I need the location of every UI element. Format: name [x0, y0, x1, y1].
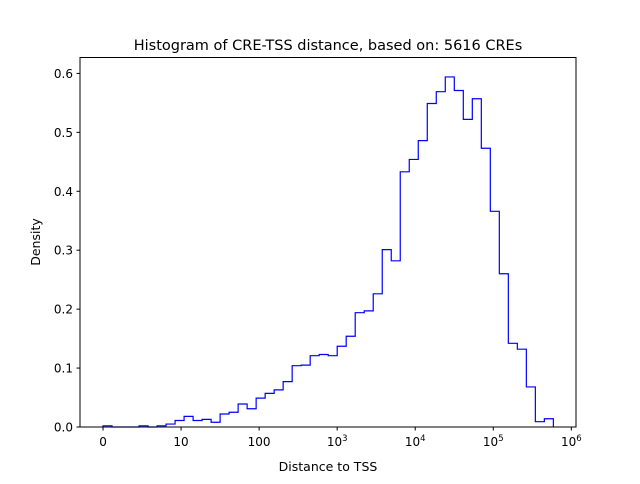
- histogram-bin: [373, 294, 382, 427]
- y-tick-label: 0.3: [54, 244, 73, 258]
- y-tick-label: 0.0: [54, 421, 73, 435]
- histogram-bin: [346, 336, 355, 427]
- histogram-bin: [391, 261, 400, 427]
- histogram-bin: [382, 250, 391, 427]
- histogram-bin: [418, 141, 427, 427]
- chart-title: Histogram of CRE-TSS distance, based on:…: [134, 38, 523, 54]
- y-tick-label: 0.6: [54, 67, 73, 81]
- y-tick-label: 0.5: [54, 126, 73, 140]
- x-axis-label: Distance to TSS: [279, 459, 378, 474]
- histogram-step-line: [102, 76, 554, 428]
- histogram-bin: [202, 419, 211, 427]
- histogram-bin: [220, 414, 229, 427]
- x-tick-label: 103: [327, 434, 348, 449]
- histogram-bin: [328, 356, 337, 427]
- histogram-bin: [310, 356, 319, 427]
- histogram-bin: [292, 366, 301, 427]
- histogram-bin: [436, 92, 445, 427]
- histogram-bin: [193, 421, 202, 427]
- x-tick-label: 0: [99, 435, 107, 449]
- histogram-bin: [508, 343, 517, 427]
- x-tick-label: 106: [561, 434, 582, 449]
- histogram-bin: [247, 409, 256, 427]
- histogram-bin: [544, 419, 553, 427]
- y-tick-label: 0.2: [54, 303, 73, 317]
- histogram-bin: [454, 91, 463, 427]
- x-tick-label: 10: [173, 435, 188, 449]
- histogram-bin: [535, 422, 544, 427]
- y-tick-label: 0.1: [54, 362, 73, 376]
- histogram-bin: [445, 77, 454, 427]
- histogram-bin: [526, 387, 535, 427]
- plot-frame: [79, 57, 577, 428]
- histogram-bin: [319, 355, 328, 427]
- histogram-bin: [265, 393, 274, 427]
- histogram-bin: [499, 274, 508, 427]
- histogram-bin: [490, 211, 499, 427]
- histogram-bin: [355, 313, 364, 427]
- histogram-bin: [211, 422, 220, 427]
- histogram-bins: [103, 77, 553, 427]
- histogram-bin: [229, 412, 238, 427]
- x-tick-label: 104: [405, 434, 426, 449]
- histogram-bin: [463, 119, 472, 427]
- histogram-bin: [481, 148, 490, 427]
- histogram-bin: [256, 398, 265, 427]
- y-axis-label: Density: [28, 218, 43, 266]
- histogram-bin: [274, 390, 283, 427]
- histogram-bin: [517, 349, 526, 427]
- histogram-bin: [283, 382, 292, 427]
- y-tick-label: 0.4: [54, 185, 73, 199]
- histogram-bin: [175, 421, 184, 427]
- histogram-bin: [301, 365, 310, 427]
- histogram-bin: [427, 103, 436, 427]
- histogram-bin: [184, 416, 193, 427]
- x-tick-label: 100: [248, 435, 271, 449]
- x-axis: 0 10 100 103 104 105 106: [99, 427, 582, 449]
- x-tick-label: 105: [483, 434, 504, 449]
- histogram-bin: [364, 311, 373, 427]
- histogram-bin: [238, 404, 247, 427]
- histogram-bin: [472, 99, 481, 427]
- histogram-bin: [400, 172, 409, 427]
- histogram-bin: [409, 159, 418, 427]
- histogram-bin: [337, 346, 346, 427]
- y-axis: 0.0 0.1 0.2 0.3 0.4 0.5 0.6: [54, 67, 80, 435]
